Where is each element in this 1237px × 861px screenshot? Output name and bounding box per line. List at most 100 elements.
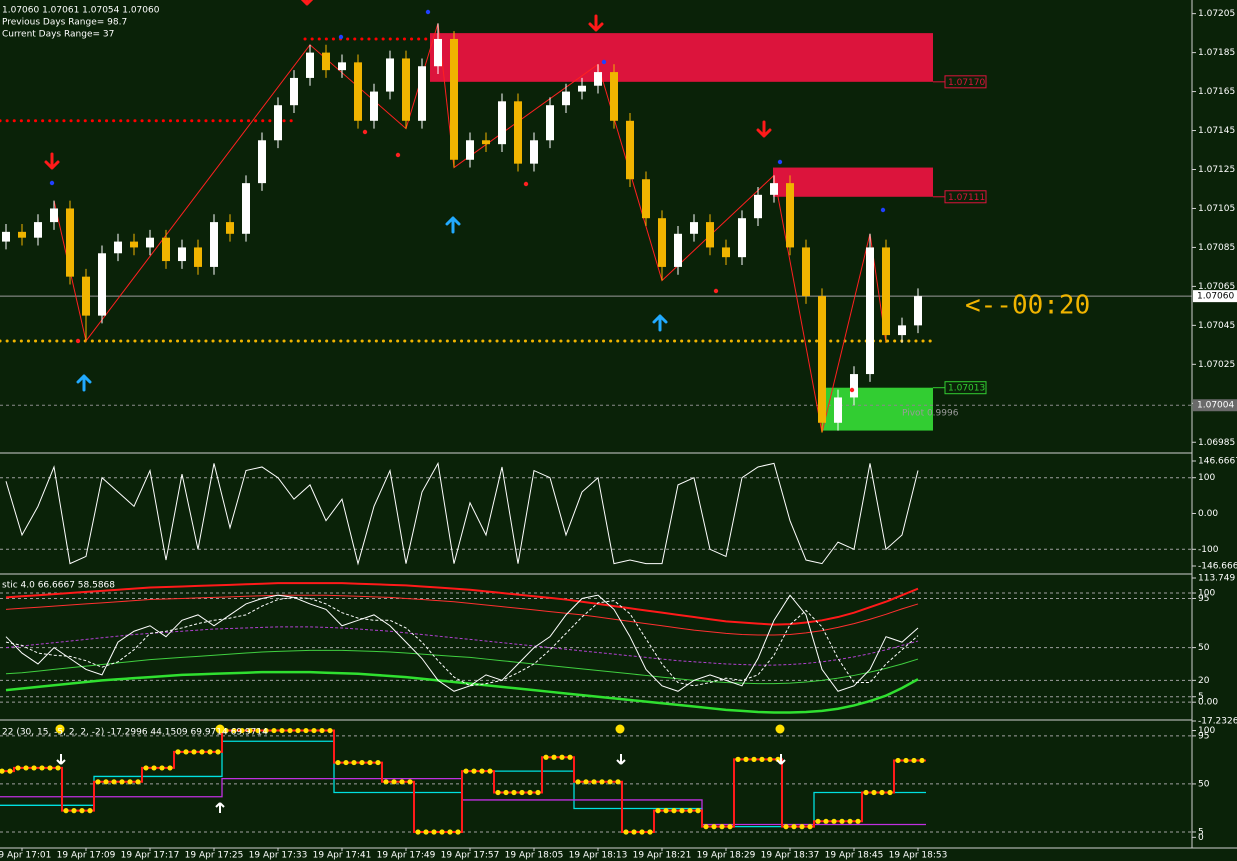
x-tick-label: 19 Apr 17:09: [57, 851, 116, 861]
current-price-box: [1193, 290, 1237, 303]
candle-body: [258, 140, 266, 184]
fractal-dot: [601, 59, 607, 65]
y-tick-label: 1.07165: [1198, 87, 1235, 97]
oscillator-line: [5, 461, 919, 566]
x-tick-label: 19 Apr 17:33: [249, 851, 308, 861]
x-tick-label: 19 Apr 17:01: [0, 851, 51, 861]
zigzag: [53, 23, 887, 433]
signal-dot: [55, 724, 65, 734]
candle-body: [450, 38, 458, 160]
pivot-price-label: 1.07004: [1197, 401, 1234, 411]
step-dot: [823, 818, 829, 824]
fractal-dot: [362, 129, 368, 135]
candle-body: [690, 222, 698, 234]
step-dot: [679, 808, 685, 814]
signal-arrow: [56, 754, 66, 765]
y-tick-label: 146.6667: [1198, 457, 1237, 467]
y-tick-label: 1.07065: [1198, 282, 1235, 292]
step-dot: [255, 727, 261, 734]
candle-body: [866, 247, 874, 375]
step-dot: [303, 727, 309, 734]
step-dot: [223, 727, 229, 734]
step-dot: [103, 779, 109, 785]
step-dot: [439, 829, 445, 835]
candle-body: [914, 296, 922, 326]
fractal-dot: [849, 387, 855, 393]
fractal-dot: [75, 338, 81, 344]
candle-body: [402, 58, 410, 121]
candle-body: [626, 120, 634, 180]
y-tick-label: 1.07145: [1198, 126, 1235, 136]
step-dot: [343, 759, 349, 766]
candle-body: [306, 52, 314, 78]
step-dot: [55, 765, 61, 771]
candle-body: [770, 183, 778, 195]
candle-body: [274, 105, 282, 141]
step-dot: [919, 757, 925, 764]
candle-body: [290, 77, 298, 106]
y-tick-label: 1.07205: [1198, 9, 1235, 19]
candle-body: [530, 140, 538, 164]
x-tick-label: 19 Apr 18:37: [761, 851, 820, 861]
indicator-line: [5, 594, 919, 692]
candle-body: [738, 218, 746, 258]
candle-body: [642, 179, 650, 219]
y-tick-label: 1.07105: [1198, 204, 1235, 214]
plot-layer: 1.07170 1.07111 1.07013 Pivot 0.9996: [0, 0, 1192, 835]
candle-body: [418, 66, 426, 121]
step-dot: [719, 824, 725, 830]
step-dot: [575, 779, 581, 785]
signal-dot: [215, 724, 225, 734]
fractal-dot: [395, 152, 401, 158]
step-dot: [623, 829, 629, 835]
candle-body: [98, 253, 106, 316]
candle-body: [242, 183, 250, 234]
candle-body: [818, 296, 826, 423]
candle-body: [658, 218, 666, 267]
step-dot: [855, 818, 861, 824]
candle-body: [578, 85, 586, 92]
x-tick-label: 19 Apr 18:21: [633, 851, 692, 861]
fractal-dot: [49, 180, 55, 186]
step-dot: [191, 749, 197, 755]
step-dot: [0, 768, 5, 774]
x-tick-label: 19 Apr 17:49: [377, 851, 436, 861]
step-dot: [263, 727, 269, 734]
y-tick-label: 1.07085: [1198, 243, 1235, 253]
supply-demand-zone: [430, 33, 933, 82]
step-dot: [839, 818, 845, 824]
y-tick-label: 1.07125: [1198, 165, 1235, 175]
step-dot: [807, 824, 813, 830]
candle-body: [194, 247, 202, 267]
candle-body: [226, 222, 234, 234]
step-dot: [663, 808, 669, 814]
step-dot: [287, 727, 293, 734]
candle-body: [546, 105, 554, 141]
step-dot: [751, 756, 757, 762]
y-tick-label: 95: [1198, 731, 1209, 741]
header-text: Previous Days Range= 98.7: [2, 18, 127, 28]
y-tick-label: 50: [1198, 779, 1210, 789]
step-dot: [903, 757, 909, 764]
step-dot: [127, 779, 133, 785]
zone-level-label: 1.07013: [948, 384, 985, 394]
step-dot: [543, 754, 549, 760]
step-dot: [871, 789, 877, 796]
step-dot: [631, 829, 637, 835]
step-dot: [655, 808, 661, 814]
step-dot: [279, 727, 285, 734]
step-dot: [423, 829, 429, 835]
step-dot: [503, 789, 509, 796]
signal-arrow: [588, 14, 604, 32]
step-dot: [551, 754, 557, 760]
step-dot: [399, 779, 405, 785]
indicator-line: [5, 594, 919, 636]
step-dot: [111, 779, 117, 785]
x-tick-label: 19 Apr 17:25: [185, 851, 244, 861]
step-dot: [431, 829, 437, 835]
candle-body: [610, 72, 618, 121]
y-tick-label: 1.07045: [1198, 321, 1235, 331]
indicator-line: [5, 670, 919, 714]
x-tick-label: 19 Apr 18:05: [505, 851, 564, 861]
